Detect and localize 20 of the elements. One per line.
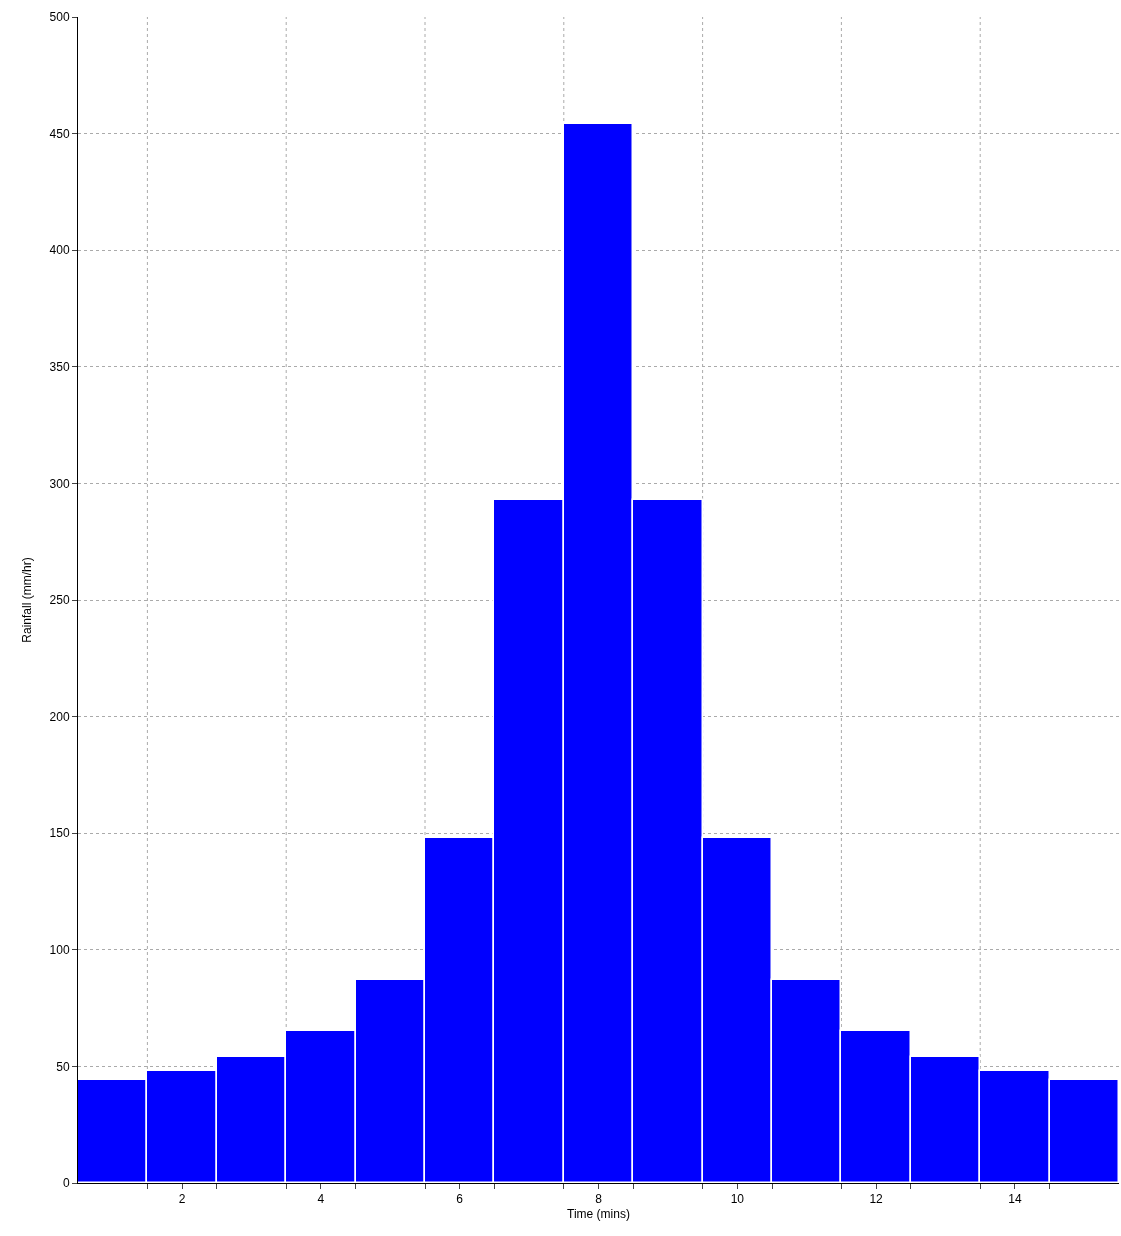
y-tick-label: 400: [49, 243, 70, 258]
y-tick-label: 200: [49, 709, 70, 724]
y-tick-label: 500: [49, 10, 70, 25]
x-tick-label: 6: [456, 1192, 464, 1207]
x-axis-title: Time (mins): [567, 1207, 630, 1222]
y-tick-label: 150: [49, 826, 70, 841]
y-tick-label: 50: [56, 1059, 70, 1074]
x-tick-label: 2: [178, 1192, 186, 1207]
y-tick-label: 450: [49, 126, 70, 141]
y-axis-title: Rainfall (mm/hr): [19, 557, 34, 643]
x-tick-label: 12: [869, 1192, 884, 1207]
y-tick-label: 100: [49, 943, 70, 957]
y-tick-label: 0: [62, 1176, 70, 1191]
y-tick-label: 350: [49, 360, 70, 374]
y-tick-label: 250: [49, 593, 70, 608]
y-tick-label: 300: [49, 476, 70, 491]
x-tick-label: 10: [730, 1192, 745, 1207]
x-tick-label: 14: [1008, 1192, 1022, 1207]
x-tick-label: 8: [595, 1192, 603, 1207]
x-tick-label: 4: [317, 1192, 325, 1207]
